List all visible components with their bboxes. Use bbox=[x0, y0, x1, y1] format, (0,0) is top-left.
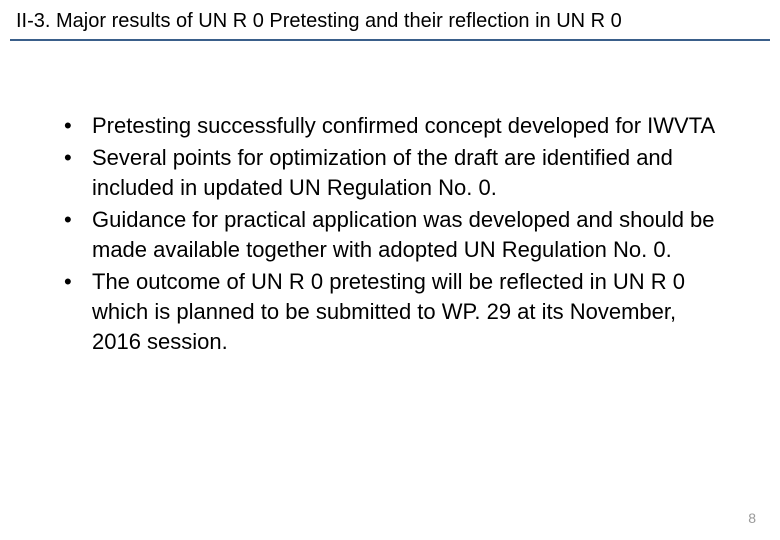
page-number: 8 bbox=[748, 510, 756, 526]
bullet-text: The outcome of UN R 0 pretesting will be… bbox=[92, 267, 730, 357]
bullet-text: Several points for optimization of the d… bbox=[92, 143, 730, 203]
list-item: • Guidance for practical application was… bbox=[60, 205, 730, 265]
slide-content: • Pretesting successfully confirmed conc… bbox=[0, 41, 780, 379]
list-item: • The outcome of UN R 0 pretesting will … bbox=[60, 267, 730, 357]
slide-header: II-3. Major results of UN R 0 Pretesting… bbox=[0, 0, 780, 39]
list-item: • Several points for optimization of the… bbox=[60, 143, 730, 203]
bullet-marker: • bbox=[60, 205, 92, 235]
bullet-marker: • bbox=[60, 111, 92, 141]
bullet-list: • Pretesting successfully confirmed conc… bbox=[60, 111, 730, 357]
slide-title: II-3. Major results of UN R 0 Pretesting… bbox=[16, 10, 764, 33]
bullet-text: Pretesting successfully confirmed concep… bbox=[92, 111, 730, 141]
bullet-marker: • bbox=[60, 267, 92, 297]
bullet-marker: • bbox=[60, 143, 92, 173]
bullet-text: Guidance for practical application was d… bbox=[92, 205, 730, 265]
list-item: • Pretesting successfully confirmed conc… bbox=[60, 111, 730, 141]
